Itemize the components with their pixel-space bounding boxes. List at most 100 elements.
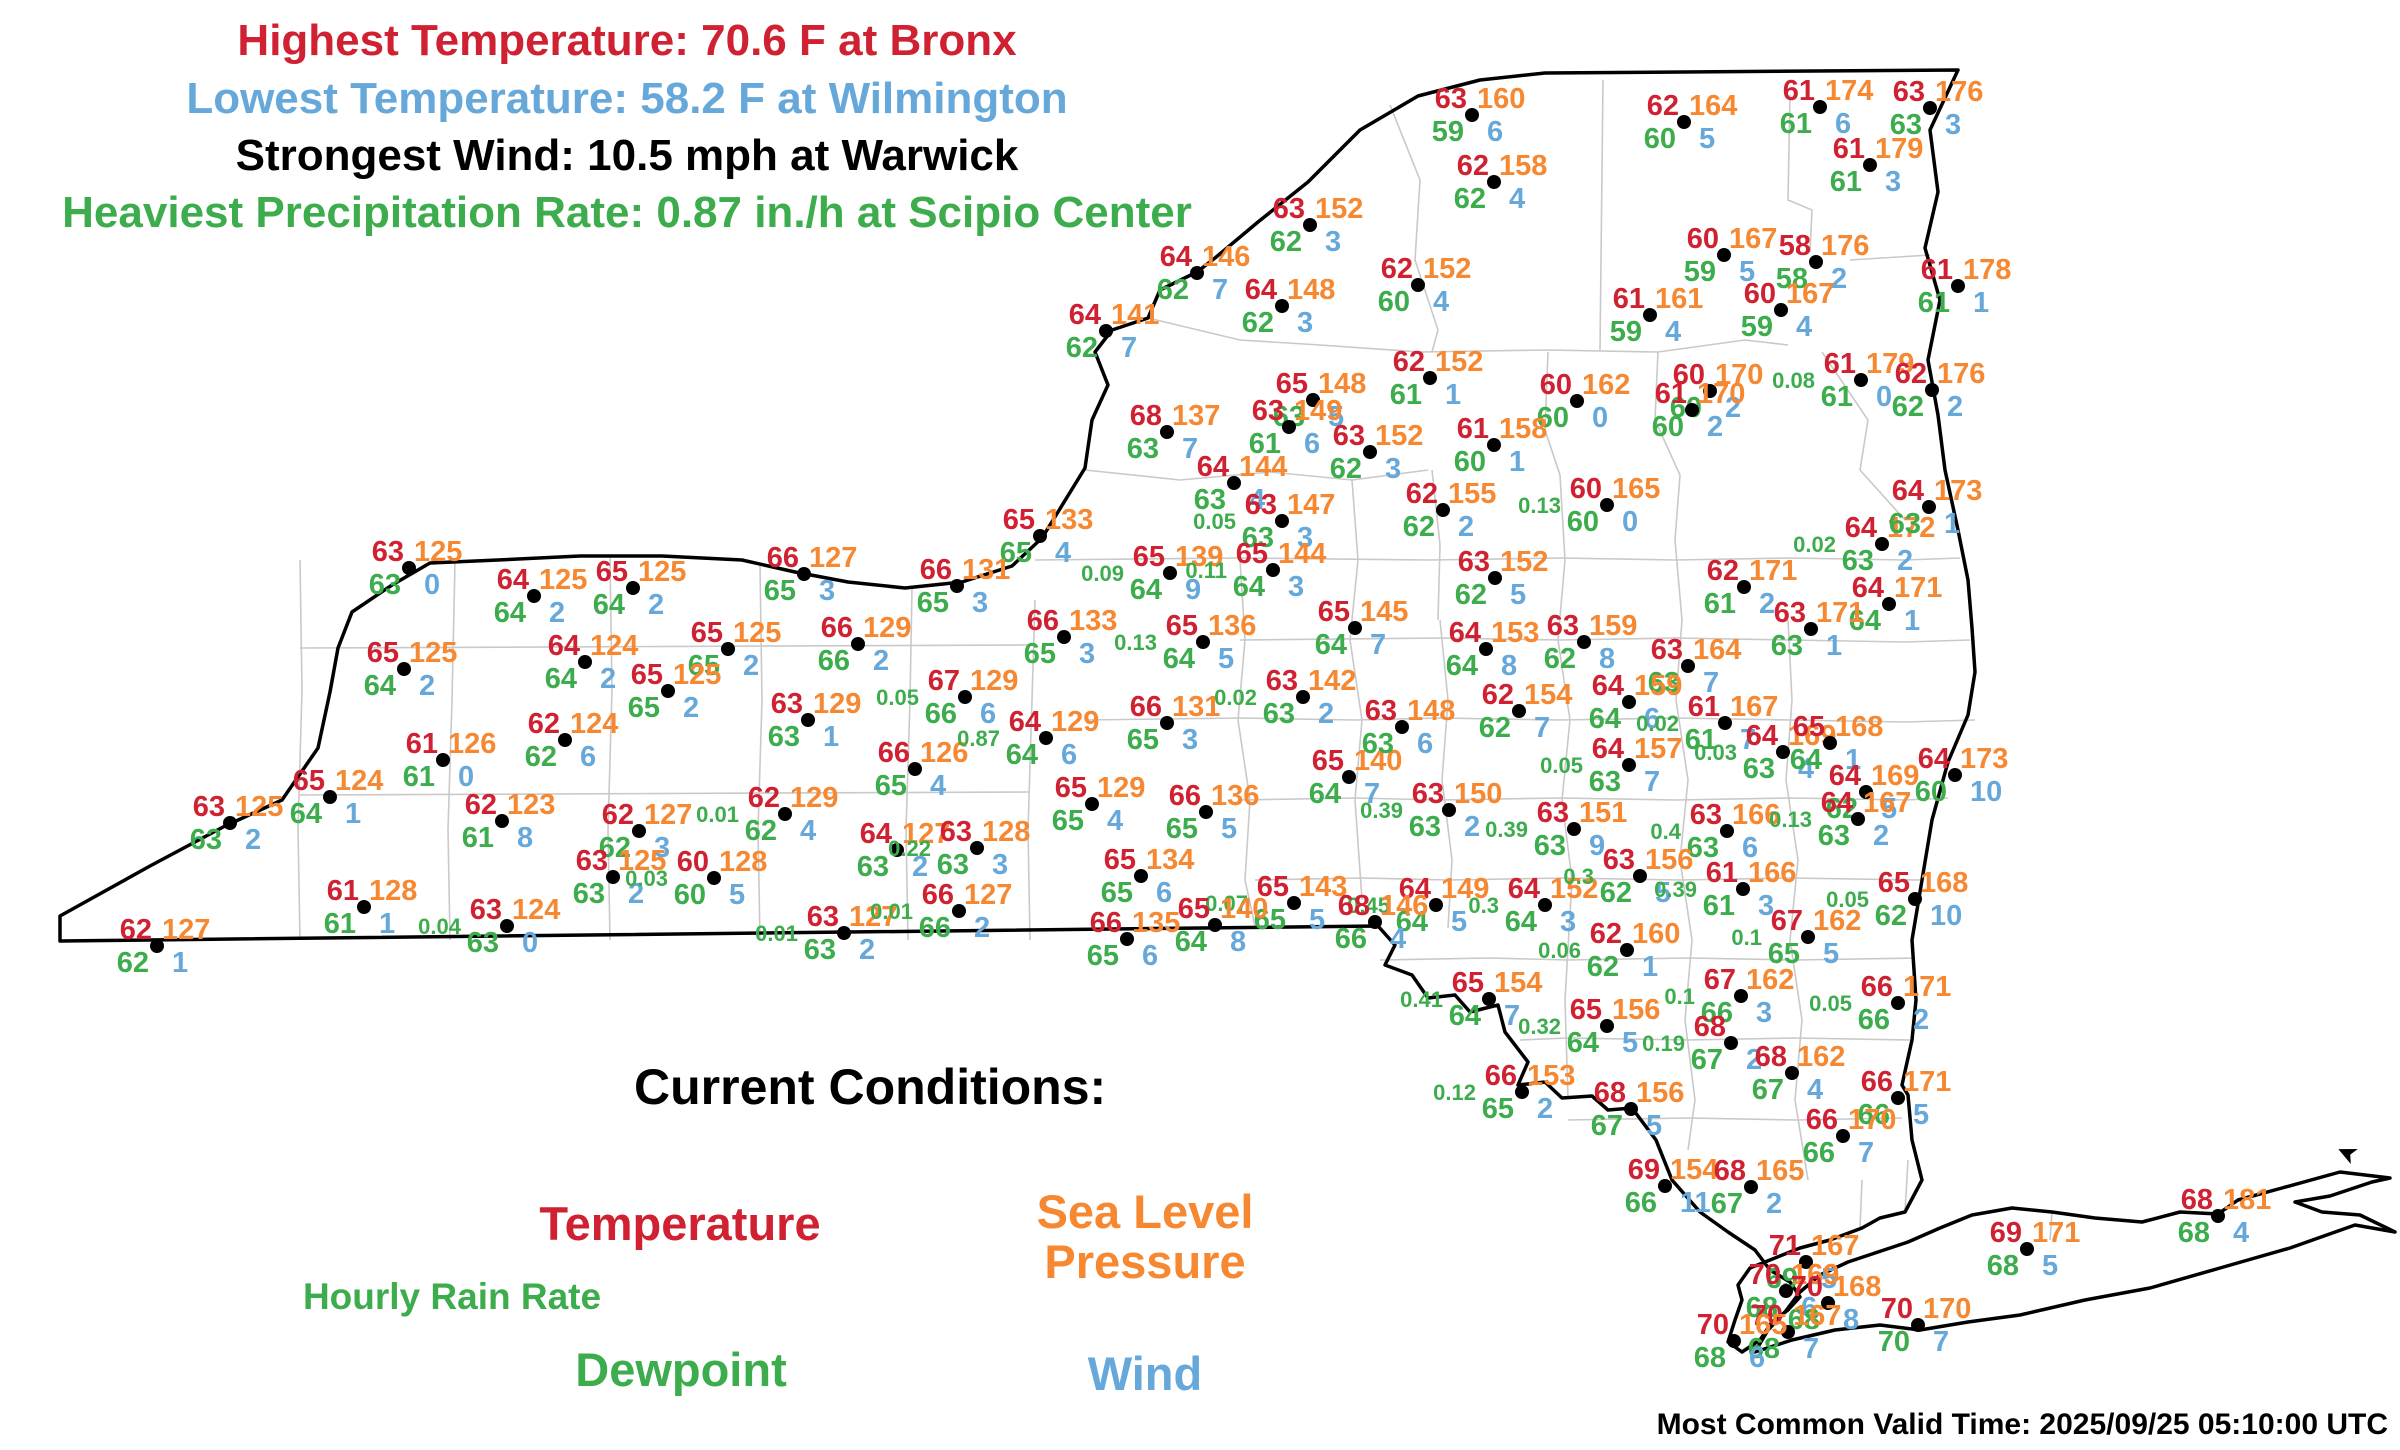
station-pressure: 152 — [1435, 346, 1484, 378]
station-dot-icon — [952, 904, 966, 918]
station-dot-icon — [1774, 303, 1788, 317]
station-rain-rate: 0.11 — [1185, 558, 1227, 583]
station-dewpoint: 66 — [817, 645, 850, 677]
station-wind: 2 — [419, 670, 436, 702]
station-pressure: 123 — [507, 789, 556, 821]
station-pressure: 137 — [1172, 400, 1221, 432]
station-wind: 5 — [729, 879, 746, 911]
station-rain-rate: 0.01 — [755, 921, 798, 946]
station-pressure: 126 — [920, 737, 969, 769]
station-pressure: 127 — [902, 818, 951, 850]
station-temperature: 64 — [1507, 873, 1540, 905]
station-dot-icon — [1196, 635, 1210, 649]
station-wind: 6 — [1417, 728, 1434, 760]
station-dot-icon — [1633, 869, 1647, 883]
station-dot-icon — [397, 662, 411, 676]
station-pressure: 153 — [1491, 617, 1540, 649]
station-dewpoint: 62 — [1874, 900, 1907, 932]
station-temperature: 65 — [1165, 610, 1198, 642]
station-wind: 1 — [823, 721, 840, 753]
station-wind: 7 — [1740, 724, 1757, 756]
station-pressure: 170 — [1715, 359, 1764, 391]
station-dot-icon — [1851, 812, 1865, 826]
station-wind: 5 — [1622, 1027, 1639, 1059]
legend-temperature: Temperature — [539, 1197, 821, 1250]
station-pressure: 129 — [1097, 772, 1146, 804]
station-wind: 3 — [1288, 571, 1305, 603]
station-dot-icon — [1779, 1284, 1793, 1298]
station-wind: 2 — [628, 878, 645, 910]
station-dot-icon — [1538, 898, 1552, 912]
station-dewpoint: 63 — [936, 849, 969, 881]
station-wind: 6 — [1304, 428, 1321, 460]
station-temperature: 64 — [1159, 241, 1192, 273]
station-rain-rate: 0.45 — [1347, 893, 1390, 918]
station-wind: 2 — [1746, 1044, 1763, 1076]
station-dewpoint: 59 — [1609, 316, 1642, 348]
station-wind: 6 — [1142, 940, 1159, 972]
station-temperature: 64 — [859, 818, 892, 850]
station-temperature: 70 — [1750, 1300, 1783, 1332]
station-temperature: 66 — [921, 879, 954, 911]
station-pressure: 146 — [1380, 890, 1429, 922]
station-pressure: 164 — [1693, 634, 1742, 666]
station-dot-icon — [1785, 1066, 1799, 1080]
station-dot-icon — [1681, 659, 1695, 673]
station-dewpoint: 65 — [1481, 1093, 1514, 1125]
station-pressure: 135 — [1132, 907, 1181, 939]
station-pressure: 162 — [1746, 964, 1795, 996]
station-wind: 6 — [1749, 1342, 1766, 1374]
station-pressure: 124 — [512, 894, 561, 926]
station-dot-icon — [1776, 745, 1790, 759]
station-temperature: 65 — [1256, 871, 1289, 903]
station-pressure: 168 — [1835, 711, 1884, 743]
station-wind: 8 — [1599, 643, 1616, 675]
station-temperature: 68 — [2180, 1184, 2213, 1216]
station-dewpoint: 65 — [627, 692, 660, 724]
station-dewpoint: 64 — [1395, 906, 1428, 938]
station-dewpoint: 64 — [493, 597, 526, 629]
station-wind: 2 — [600, 663, 617, 695]
station-dot-icon — [1039, 731, 1053, 745]
station-dot-icon — [721, 642, 735, 656]
station-dewpoint: 60 — [1643, 123, 1676, 155]
station-dewpoint: 68 — [1986, 1250, 2019, 1282]
station-wind: 1 — [1845, 744, 1862, 776]
station-temperature: 63 — [1265, 665, 1298, 697]
station-dot-icon — [1923, 101, 1937, 115]
station-wind: 4 — [800, 815, 817, 847]
station-temperature: 66 — [766, 542, 799, 574]
station-wind: 5 — [2042, 1250, 2059, 1282]
station-temperature: 61 — [326, 875, 359, 907]
station-wind: 4 — [1796, 311, 1813, 343]
station-rain-rate: 0.05 — [1826, 887, 1869, 912]
station-pressure: 167 — [1863, 787, 1912, 819]
station-pressure: 167 — [1786, 278, 1835, 310]
station-wind: 7 — [1121, 332, 1138, 364]
station-wind: 3 — [1560, 906, 1577, 938]
station-wind: 2 — [549, 597, 566, 629]
station-dewpoint: 62 — [1241, 307, 1274, 339]
station-temperature: 64 — [1244, 274, 1277, 306]
station-dot-icon — [1515, 1085, 1529, 1099]
station-pressure: 140 — [1220, 893, 1269, 925]
station-dot-icon — [1925, 383, 1939, 397]
station-dot-icon — [1342, 770, 1356, 784]
station-wind: 3 — [819, 575, 836, 607]
station-wind: 8 — [517, 822, 534, 854]
station-temperature: 66 — [820, 612, 853, 644]
station-wind: 1 — [1826, 630, 1843, 662]
station-dewpoint: 63 — [1126, 433, 1159, 465]
station-dot-icon — [150, 939, 164, 953]
station-wind: 6 — [1801, 1292, 1818, 1324]
station-wind: 0 — [1876, 381, 1893, 413]
station-temperature: 60 — [676, 846, 709, 878]
station-dot-icon — [1643, 308, 1657, 322]
station-dewpoint: 64 — [1445, 650, 1478, 682]
station-temperature: 63 — [806, 901, 839, 933]
station-temperature: 62 — [1706, 555, 1739, 587]
station-wind: 5 — [1510, 579, 1527, 611]
county-boundaries — [297, 79, 2053, 1241]
station-wind: 2 — [1318, 698, 1335, 730]
